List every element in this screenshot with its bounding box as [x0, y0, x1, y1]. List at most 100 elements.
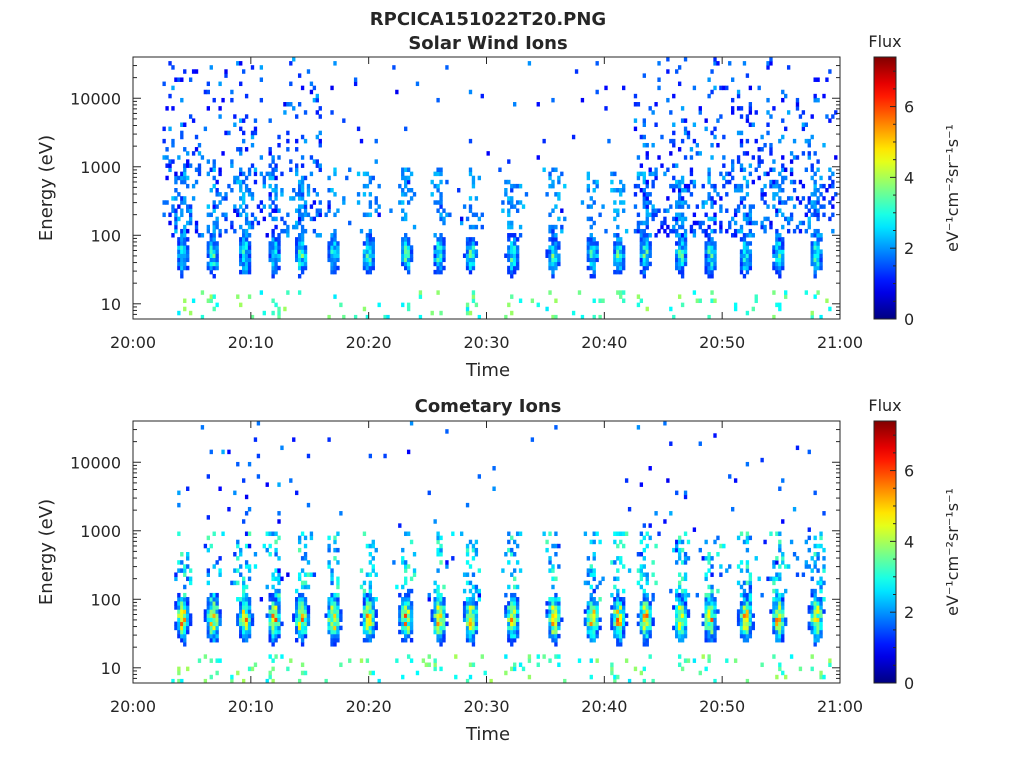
heatmap-cell	[186, 253, 190, 258]
heatmap-cell	[748, 106, 753, 111]
heatmap-cell	[589, 625, 593, 631]
heatmap-cell	[306, 560, 311, 565]
heatmap-cell	[312, 159, 317, 164]
heatmap-cell	[277, 613, 281, 618]
heatmap-cell	[330, 572, 334, 577]
heatmap-cell	[471, 179, 476, 185]
heatmap-cell	[748, 265, 753, 271]
heatmap-cell	[669, 441, 673, 446]
heatmap-cell	[513, 233, 517, 238]
heatmap-cell	[339, 617, 343, 622]
heatmap-cell	[262, 204, 266, 209]
heatmap-cell	[250, 621, 255, 627]
heatmap-cell	[510, 597, 514, 602]
heatmap-cell	[518, 662, 523, 668]
heatmap-cell	[180, 261, 184, 267]
heatmap-cell	[436, 588, 440, 594]
heatmap-cell	[592, 629, 596, 635]
heatmap-cell	[274, 224, 278, 230]
heatmap-cell	[180, 560, 184, 565]
heatmap-cell	[586, 556, 591, 561]
y-tick-label: 10	[101, 295, 121, 314]
heatmap-cell	[212, 167, 216, 173]
heatmap-cell	[209, 269, 213, 275]
heatmap-cell	[677, 212, 682, 218]
heatmap-cell	[268, 151, 272, 156]
heatmap-cell	[760, 592, 764, 598]
heatmap-cell	[404, 253, 408, 258]
heatmap-cell	[651, 592, 655, 598]
heatmap-cell	[784, 216, 788, 222]
heatmap-cell	[183, 609, 187, 614]
heatmap-cell	[333, 621, 337, 627]
heatmap-cell	[404, 633, 408, 639]
heatmap-cell	[333, 257, 337, 263]
heatmap-cell	[186, 576, 190, 582]
heatmap-cell	[236, 597, 240, 602]
heatmap-cell	[368, 637, 373, 643]
heatmap-cell	[356, 200, 361, 205]
heatmap-cell	[713, 245, 717, 250]
heatmap-cell	[268, 597, 272, 602]
heatmap-cell	[295, 192, 299, 197]
heatmap-cell	[186, 552, 190, 557]
heatmap-cell	[265, 547, 269, 553]
heatmap-cell	[707, 233, 711, 238]
heatmap-cell	[819, 617, 823, 622]
heatmap-cell	[439, 535, 443, 541]
heatmap-cell	[191, 298, 196, 304]
heatmap-cell	[792, 155, 797, 160]
heatmap-cell	[683, 613, 688, 618]
heatmap-cell	[409, 605, 414, 610]
heatmap-cell	[739, 269, 744, 275]
heatmap-cell	[162, 200, 166, 205]
heatmap-cell	[209, 449, 213, 455]
heatmap-cell	[174, 572, 178, 577]
heatmap-cell	[810, 556, 814, 561]
heatmap-cell	[507, 224, 511, 230]
heatmap-cell	[212, 253, 216, 258]
heatmap-cell	[733, 220, 738, 226]
heatmap-cell	[675, 560, 679, 565]
heatmap-cell	[277, 253, 281, 258]
heatmap-cell	[233, 208, 237, 213]
heatmap-cell	[748, 609, 753, 614]
heatmap-cell	[745, 633, 750, 639]
heatmap-cell	[751, 122, 755, 127]
heatmap-cell	[180, 273, 184, 279]
heatmap-cell	[474, 609, 479, 614]
heatmap-cell	[412, 552, 417, 557]
heatmap-cell	[465, 245, 470, 250]
heatmap-cell	[247, 241, 252, 246]
heatmap-cell	[680, 224, 685, 230]
heatmap-cell	[745, 678, 750, 684]
heatmap-cell	[507, 531, 511, 537]
heatmap-cell	[406, 449, 411, 455]
heatmap-cell	[772, 159, 776, 164]
heatmap-cell	[745, 220, 750, 226]
heatmap-cell	[177, 625, 181, 631]
heatmap-cell	[781, 625, 785, 631]
heatmap-cell	[813, 233, 817, 238]
heatmap-cell	[477, 568, 482, 573]
heatmap-cell	[686, 204, 691, 209]
heatmap-cell	[781, 597, 785, 602]
heatmap-cell	[810, 601, 814, 606]
heatmap-cell	[586, 175, 591, 181]
heatmap-cell	[165, 200, 169, 205]
heatmap-cell	[212, 183, 216, 189]
heatmap-cell	[377, 678, 381, 684]
heatmap-cell	[757, 147, 761, 152]
heatmap-cell	[781, 560, 785, 565]
heatmap-cell	[218, 228, 222, 234]
heatmap-cell	[648, 621, 652, 627]
heatmap-cell	[330, 597, 334, 602]
heatmap-cell	[789, 654, 794, 659]
heatmap-cell	[303, 580, 308, 586]
heatmap-cell	[336, 625, 340, 631]
heatmap-cell	[828, 167, 832, 173]
heatmap-cell	[371, 625, 375, 631]
heatmap-cell	[639, 617, 644, 622]
heatmap-cell	[471, 662, 476, 668]
heatmap-cell	[183, 568, 187, 573]
